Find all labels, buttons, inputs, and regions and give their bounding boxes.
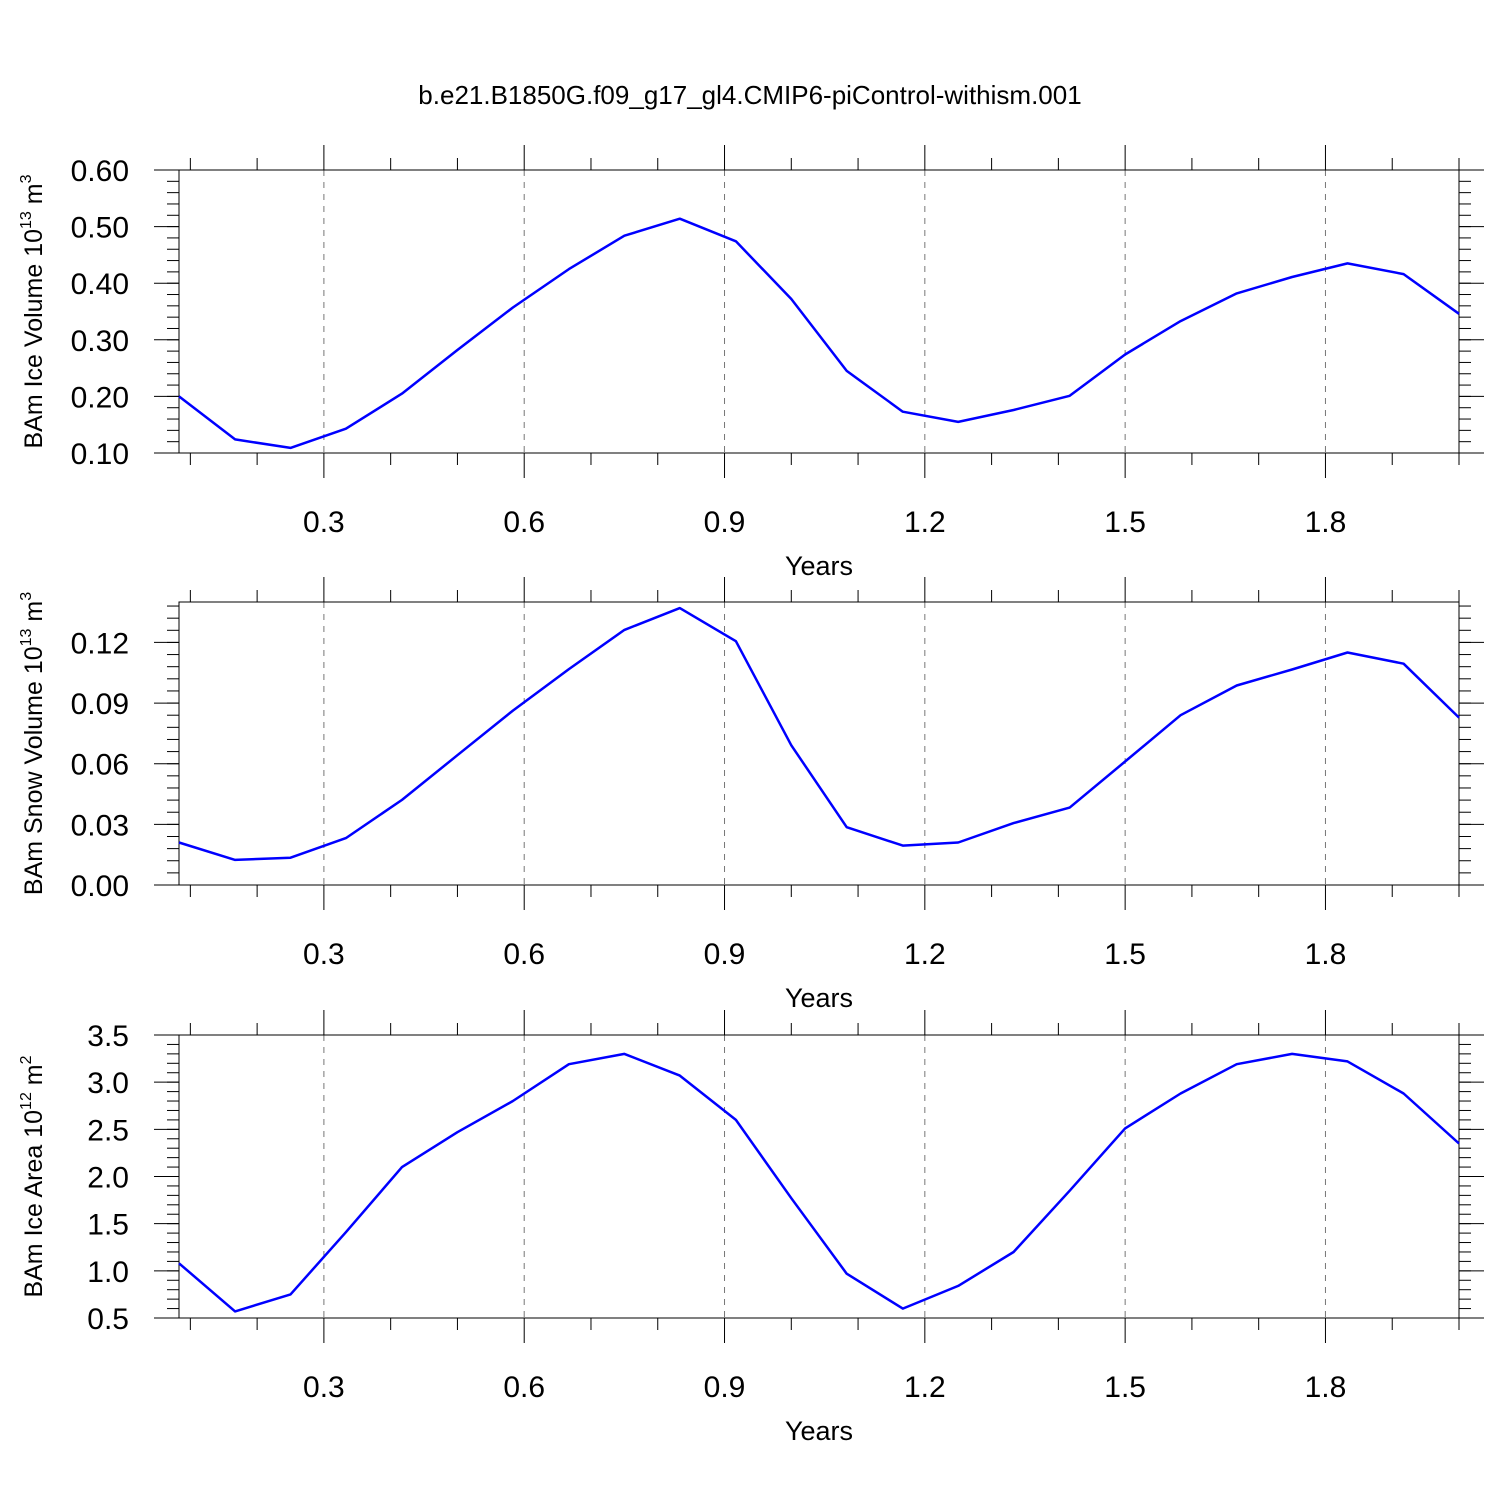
x-tick-label: 1.2 xyxy=(904,1371,946,1404)
x-tick-label: 0.3 xyxy=(303,1371,345,1404)
x-tick-label: 0.9 xyxy=(704,1371,746,1404)
y-tick-label: 2.0 xyxy=(87,1162,129,1195)
chart-panel-1: 0.3 0.6 0.9 1.2 1.5 1.8 0.10 0.20 0.30 0.40 0.50 0.… xyxy=(18,145,1484,581)
x-tick-label: 0.6 xyxy=(503,506,545,539)
y-axis-label: BAm Ice Volume 1013 m3 xyxy=(18,174,48,448)
series-line xyxy=(178,1052,1460,1313)
x-axis-label: Years xyxy=(785,551,853,581)
y-tick-label: 0.03 xyxy=(71,809,129,842)
plot-frame xyxy=(178,169,1460,454)
x-tick-label: 1.5 xyxy=(1104,1371,1146,1404)
series-line xyxy=(178,217,1460,450)
x-axis-label: Years xyxy=(785,1416,853,1446)
x-tick-label: 1.8 xyxy=(1305,938,1347,971)
y-tick-label: 2.5 xyxy=(87,1114,129,1147)
y-tick-label: 0.30 xyxy=(71,325,129,358)
y-axis-label: BAm Snow Volume 1013 m3 xyxy=(18,592,48,895)
x-tick-label: 0.9 xyxy=(704,506,746,539)
y-axis-label: BAm Ice Area 1012 m2 xyxy=(18,1055,48,1297)
y-tick-label: 0.5 xyxy=(87,1303,129,1336)
y-tick-label: 0.60 xyxy=(71,155,129,188)
chart-panel-2: 0.3 0.6 0.9 1.2 1.5 1.8 0.00 0.03 0.06 0.09 0.12 Ye… xyxy=(18,577,1484,1013)
x-tick-label: 1.8 xyxy=(1305,1371,1347,1404)
figure-title: b.e21.B1850G.f09_g17_gl4.CMIP6-piControl… xyxy=(418,80,1082,110)
y-tick-label: 0.00 xyxy=(71,870,129,903)
y-tick-label: 0.50 xyxy=(71,212,129,245)
chart-panel-3: 0.3 0.6 0.9 1.2 1.5 1.8 0.5 1.0 1.5 2.0 2.5 3.0 3.5 Y… xyxy=(18,1010,1484,1446)
x-tick-label: 0.3 xyxy=(303,506,345,539)
y-tick-label: 0.20 xyxy=(71,381,129,414)
y-tick-label: 1.5 xyxy=(87,1209,129,1242)
y-tick-label: 0.10 xyxy=(71,438,129,471)
x-tick-label: 0.6 xyxy=(503,938,545,971)
x-tick-label: 1.5 xyxy=(1104,506,1146,539)
x-tick-label: 0.6 xyxy=(503,1371,545,1404)
x-tick-label: 1.5 xyxy=(1104,938,1146,971)
x-axis-label: Years xyxy=(785,983,853,1013)
x-tick-label: 1.2 xyxy=(904,938,946,971)
x-tick-label: 0.3 xyxy=(303,938,345,971)
x-tick-label: 0.9 xyxy=(704,938,746,971)
x-tick-label: 1.2 xyxy=(904,506,946,539)
y-tick-label: 0.06 xyxy=(71,749,129,782)
y-tick-label: 0.09 xyxy=(71,688,129,721)
plot-frame xyxy=(178,601,1460,886)
x-tick-label: 1.8 xyxy=(1305,506,1347,539)
y-tick-label: 3.0 xyxy=(87,1067,129,1100)
y-tick-label: 0.12 xyxy=(71,627,129,660)
y-tick-label: 3.5 xyxy=(87,1020,129,1053)
y-tick-label: 1.0 xyxy=(87,1256,129,1289)
y-tick-label: 0.40 xyxy=(71,268,129,301)
plot-frame xyxy=(178,1034,1460,1319)
series-line xyxy=(178,606,1460,862)
